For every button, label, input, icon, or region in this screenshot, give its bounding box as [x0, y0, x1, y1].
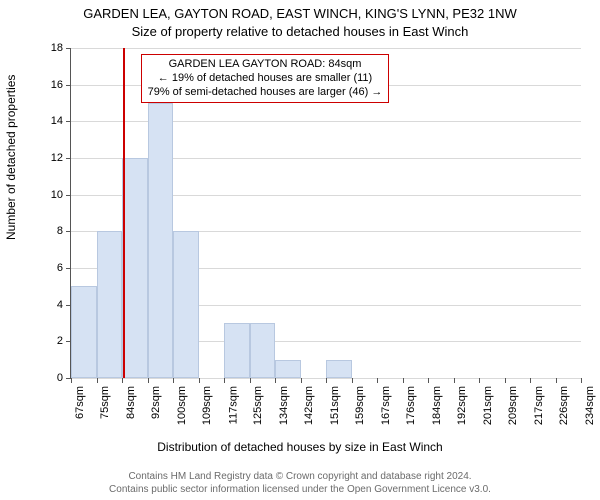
x-tick-label: 184sqm	[431, 386, 443, 425]
x-tick-mark	[505, 378, 506, 383]
y-tick-label: 0	[57, 372, 63, 384]
y-tick-label: 10	[51, 189, 63, 201]
page-title: GARDEN LEA, GAYTON ROAD, EAST WINCH, KIN…	[0, 6, 600, 21]
x-tick-label: 201sqm	[482, 386, 494, 425]
x-tick-label: 234sqm	[584, 386, 596, 425]
y-tick-mark	[66, 48, 71, 49]
y-tick-mark	[66, 195, 71, 196]
x-tick-label: 134sqm	[278, 386, 290, 425]
x-tick-mark	[301, 378, 302, 383]
y-tick-mark	[66, 231, 71, 232]
histogram-bar	[97, 231, 123, 378]
y-tick-label: 2	[57, 335, 63, 347]
x-tick-mark	[275, 378, 276, 383]
histogram-bar	[148, 103, 174, 378]
x-tick-mark	[224, 378, 225, 383]
page-subtitle: Size of property relative to detached ho…	[0, 24, 600, 39]
y-tick-label: 8	[57, 225, 63, 237]
callout-line: ← 19% of detached houses are smaller (11…	[148, 72, 383, 86]
y-tick-mark	[66, 268, 71, 269]
y-tick-mark	[66, 158, 71, 159]
x-tick-mark	[428, 378, 429, 383]
y-tick-mark	[66, 121, 71, 122]
footer: Contains HM Land Registry data © Crown c…	[0, 471, 600, 496]
x-tick-mark	[530, 378, 531, 383]
callout-line: GARDEN LEA GAYTON ROAD: 84sqm	[148, 58, 383, 72]
x-tick-label: 117sqm	[227, 386, 239, 424]
x-tick-label: 226sqm	[559, 386, 571, 425]
x-tick-label: 192sqm	[457, 386, 469, 425]
x-tick-mark	[479, 378, 480, 383]
x-tick-mark	[377, 378, 378, 383]
x-tick-mark	[97, 378, 98, 383]
x-tick-mark	[71, 378, 72, 383]
y-axis-label: Number of detached properties	[4, 75, 18, 240]
x-tick-mark	[173, 378, 174, 383]
x-tick-label: 142sqm	[304, 386, 316, 425]
x-tick-mark	[326, 378, 327, 383]
x-tick-label: 217sqm	[533, 386, 545, 425]
x-tick-label: 109sqm	[202, 386, 214, 425]
histogram-bar	[250, 323, 276, 378]
callout-line: 79% of semi-detached houses are larger (…	[148, 86, 383, 100]
footer-line: Contains HM Land Registry data © Crown c…	[0, 471, 600, 484]
histogram-bar	[275, 360, 301, 378]
x-tick-label: 176sqm	[406, 386, 418, 425]
x-axis-label: Distribution of detached houses by size …	[0, 440, 600, 454]
y-tick-label: 16	[51, 79, 63, 91]
x-tick-mark	[250, 378, 251, 383]
y-tick-label: 18	[51, 42, 63, 54]
callout-box: GARDEN LEA GAYTON ROAD: 84sqm← 19% of de…	[141, 54, 390, 103]
y-tick-label: 6	[57, 262, 63, 274]
y-tick-label: 14	[51, 115, 63, 127]
x-tick-mark	[199, 378, 200, 383]
x-tick-label: 75sqm	[100, 386, 112, 419]
y-tick-mark	[66, 85, 71, 86]
chart-plot-area: 02468101214161867sqm75sqm84sqm92sqm100sq…	[70, 48, 581, 379]
y-tick-label: 4	[57, 299, 63, 311]
x-tick-label: 84sqm	[125, 386, 137, 419]
footer-line: Contains public sector information licen…	[0, 484, 600, 497]
x-tick-label: 100sqm	[176, 386, 188, 425]
x-tick-label: 209sqm	[508, 386, 520, 425]
x-tick-mark	[581, 378, 582, 383]
histogram-bar	[326, 360, 352, 378]
x-tick-label: 167sqm	[380, 386, 392, 425]
x-tick-mark	[148, 378, 149, 383]
x-tick-label: 159sqm	[355, 386, 367, 425]
x-tick-label: 151sqm	[329, 386, 341, 425]
x-tick-mark	[403, 378, 404, 383]
x-tick-label: 92sqm	[151, 386, 163, 419]
histogram-bar	[224, 323, 250, 378]
y-tick-label: 12	[51, 152, 63, 164]
x-tick-mark	[352, 378, 353, 383]
histogram-bar	[173, 231, 199, 378]
x-tick-label: 67sqm	[74, 386, 86, 419]
x-tick-label: 125sqm	[253, 386, 265, 425]
gridline	[71, 48, 581, 49]
histogram-bar	[71, 286, 97, 378]
x-tick-mark	[556, 378, 557, 383]
histogram-bar	[122, 158, 148, 378]
reference-line	[123, 48, 125, 378]
x-tick-mark	[122, 378, 123, 383]
x-tick-mark	[454, 378, 455, 383]
